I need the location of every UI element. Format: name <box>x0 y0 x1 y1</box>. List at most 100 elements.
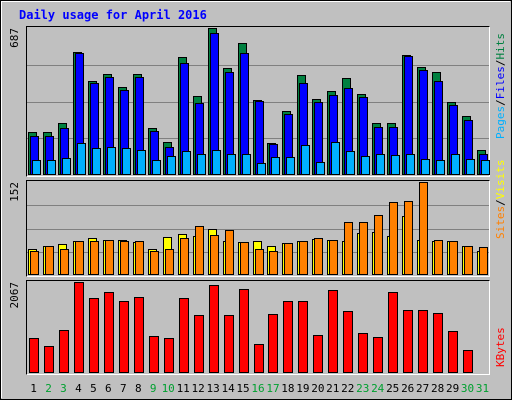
bar-kbytes-day-14 <box>224 315 234 373</box>
bar-pages-day-26 <box>406 154 415 175</box>
x-tick-label-day-30: 30 <box>461 382 474 395</box>
bar-kbytes-day-12 <box>194 315 204 373</box>
x-tick-label-day-11: 11 <box>177 382 190 395</box>
chart-panels: 687Pages/Files/Hits152Sites/Visits2067KB… <box>8 26 507 375</box>
bar-kbytes-day-9 <box>149 336 159 373</box>
bar-kbytes-day-18 <box>283 301 293 373</box>
x-tick-label-day-25: 25 <box>386 382 399 395</box>
bar-sites-day-17 <box>269 251 278 275</box>
bar-sites-day-18 <box>284 243 293 275</box>
bar-sites-day-14 <box>225 230 234 275</box>
legend-item-files: Files <box>494 66 507 99</box>
legend-item-kbytes: KBytes <box>494 327 507 367</box>
bar-kbytes-day-1 <box>29 338 39 373</box>
legend-item-visits: Visits <box>494 160 507 200</box>
legend-item-pages: Pages <box>494 106 507 139</box>
bar-sites-day-3 <box>60 249 69 275</box>
bar-kbytes-day-23 <box>358 333 368 373</box>
bar-sites-day-20 <box>314 238 323 275</box>
bar-kbytes-day-21 <box>328 290 338 373</box>
bar-kbytes-day-15 <box>239 289 249 373</box>
y-max-label-visitors: 152 <box>8 182 21 202</box>
bar-sites-day-10 <box>165 249 174 275</box>
bar-files-day-27 <box>419 70 428 175</box>
bar-sites-day-30 <box>464 246 473 275</box>
panel-frame-shadow-traffic <box>26 26 490 177</box>
bar-sites-day-24 <box>374 215 383 275</box>
bar-sites-day-23 <box>359 222 368 275</box>
side-legend-traffic: Pages/Files/Hits <box>494 33 507 139</box>
bar-kbytes-day-29 <box>448 331 458 373</box>
x-tick-label-day-22: 22 <box>341 382 354 395</box>
x-tick-label-day-6: 6 <box>105 382 112 395</box>
bar-kbytes-day-10 <box>164 338 174 373</box>
bar-kbytes-day-27 <box>418 310 428 373</box>
bar-pages-day-9 <box>152 160 161 175</box>
bar-pages-day-22 <box>346 151 355 175</box>
series-kbytes <box>29 282 473 373</box>
bar-pages-day-12 <box>197 154 206 175</box>
x-tick-label-day-5: 5 <box>90 382 97 395</box>
bar-kbytes-day-3 <box>59 330 69 373</box>
x-tick-label-day-14: 14 <box>221 382 235 395</box>
x-tick-label-day-4: 4 <box>75 382 82 395</box>
bar-pages-day-8 <box>137 150 146 175</box>
bar-sites-day-16 <box>255 249 264 275</box>
bar-kbytes-day-2 <box>44 346 54 373</box>
bar-pages-day-25 <box>391 155 400 175</box>
bar-pages-day-31 <box>481 160 490 175</box>
bar-sites-day-29 <box>449 241 458 275</box>
bar-kbytes-day-13 <box>209 285 219 373</box>
bar-sites-day-4 <box>75 241 84 275</box>
legend-item-slash: / <box>494 99 507 106</box>
y-max-label-kbytes: 2067 <box>8 282 21 309</box>
x-tick-label-day-23: 23 <box>356 382 369 395</box>
bar-kbytes-day-22 <box>343 311 353 373</box>
bar-kbytes-day-24 <box>373 337 383 373</box>
x-tick-label-day-1: 1 <box>30 382 37 395</box>
x-tick-label-day-10: 10 <box>162 382 175 395</box>
x-tick-label-day-7: 7 <box>120 382 127 395</box>
x-tick-label-day-8: 8 <box>135 382 142 395</box>
bar-pages-day-11 <box>182 151 191 175</box>
x-tick-label-day-3: 3 <box>60 382 67 395</box>
bar-sites-day-5 <box>90 241 99 275</box>
bar-pages-day-20 <box>316 162 325 175</box>
bar-pages-day-2 <box>47 160 56 175</box>
bar-kbytes-day-17 <box>268 314 278 373</box>
bar-sites-day-28 <box>434 240 443 275</box>
legend-item-sites: Sites <box>494 206 507 239</box>
bar-sites-day-15 <box>240 242 249 275</box>
bar-sites-day-2 <box>45 246 54 275</box>
bar-sites-day-22 <box>344 222 353 275</box>
x-axis-ticks: 1 2 3 4 5 6 7 8 9 10 11 12 13 14 15 16 17 18 19 20 21 22 23 24 2… <box>30 382 489 395</box>
bar-sites-day-25 <box>389 202 398 275</box>
bar-pages-day-19 <box>301 145 310 175</box>
bar-pages-day-4 <box>77 143 86 175</box>
x-tick-label-day-9: 9 <box>150 382 157 395</box>
bar-pages-day-23 <box>361 156 370 175</box>
bar-kbytes-day-28 <box>433 313 443 373</box>
bar-pages-day-16 <box>257 163 266 175</box>
bar-kbytes-day-8 <box>134 297 144 373</box>
panel-frame-shadow-kbytes <box>26 280 490 375</box>
side-legend-visitors: Sites/Visits <box>494 160 507 240</box>
x-tick-label-day-15: 15 <box>236 382 249 395</box>
x-tick-label-day-12: 12 <box>191 382 204 395</box>
bar-sites-day-26 <box>404 201 413 275</box>
bar-pages-day-18 <box>286 157 295 175</box>
x-tick-label-day-27: 27 <box>416 382 429 395</box>
panel-visitors: 152 Sites/Visits <box>8 160 507 277</box>
x-tick-label-day-17: 17 <box>266 382 279 395</box>
series-pages <box>32 142 490 175</box>
x-tick-label-day-19: 19 <box>296 382 309 395</box>
legend-item-hits: Hits <box>494 33 507 60</box>
x-tick-label-day-20: 20 <box>311 382 324 395</box>
bar-pages-day-5 <box>92 148 101 175</box>
y-max-label-traffic: 687 <box>8 28 21 48</box>
panel-frame-shadow-visitors <box>26 180 490 277</box>
x-tick-label-day-16: 16 <box>251 382 264 395</box>
